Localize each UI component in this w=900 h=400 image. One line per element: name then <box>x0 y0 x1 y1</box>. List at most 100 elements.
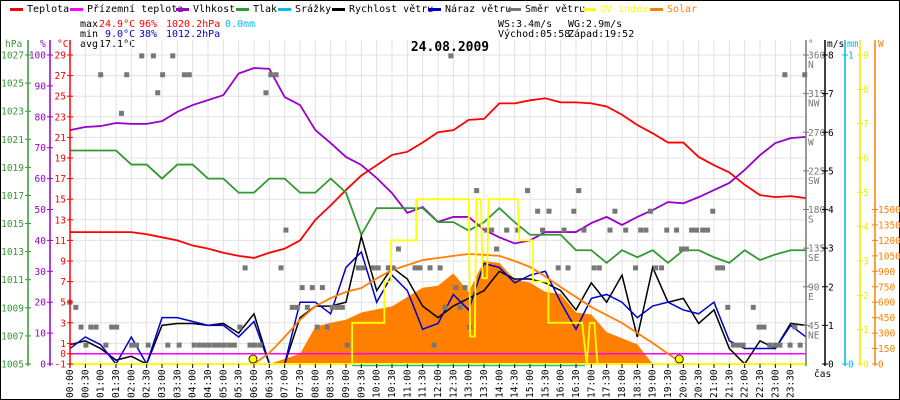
x-tick-label: 13:00 <box>464 369 475 398</box>
sunrise-marker-icon <box>248 354 258 364</box>
axis-tick-label-temp: -1 <box>55 360 67 371</box>
wind-direction-point <box>565 265 571 271</box>
stat-wind-gust: WG:2.9m/s <box>568 19 623 30</box>
wind-direction-point <box>540 227 546 233</box>
legend-label: Přízemní teplota <box>87 3 184 15</box>
wind-direction-point <box>700 227 706 233</box>
x-tick-label: 01:30 <box>111 369 122 398</box>
x-tick-label: 11:30 <box>418 369 429 398</box>
wind-direction-point <box>725 304 731 310</box>
axis-tick-label-ms: 8 <box>828 51 834 62</box>
wind-direction-point <box>139 53 145 59</box>
axis-tick-label-uv: 6 <box>863 154 869 165</box>
wind-direction-point <box>155 90 161 96</box>
axis-tick-label-mm: 0 <box>848 360 854 371</box>
legend-item-tlak: Tlak <box>236 4 277 15</box>
axis-tick-label-hpa: 1013 <box>1 247 24 258</box>
wind-direction-point <box>772 342 778 348</box>
x-tick-label: 08:30 <box>326 369 337 398</box>
wind-direction-point <box>720 265 726 271</box>
wind-direction-point <box>431 342 437 348</box>
axis-tick-label-w: 900 <box>878 267 895 278</box>
axis-tick-label-temp: 17 <box>55 174 66 185</box>
x-tick-label: 09:00 <box>341 369 352 398</box>
wind-direction-point <box>623 227 629 233</box>
wind-direction-point <box>612 208 618 214</box>
axis-tick-label-hpa: 1015 <box>1 219 24 230</box>
wind-direction-point <box>792 324 798 330</box>
wind-direction-point <box>211 342 217 348</box>
wind-direction-point <box>484 227 490 233</box>
axis-tick-label-ms: 7 <box>828 89 834 100</box>
legend-label: Teplota <box>27 3 70 15</box>
axis-tick-label-w: 1200 <box>878 236 900 247</box>
wind-direction-point <box>689 227 695 233</box>
x-tick-label: 18:00 <box>617 369 628 398</box>
axis-tick-label-uv: 4 <box>863 222 869 233</box>
wind-direction-point <box>710 208 716 214</box>
x-tick-label: 14:30 <box>510 369 521 398</box>
wind-direction-point <box>797 342 803 348</box>
wind-direction-point <box>88 324 94 330</box>
axis-tick-label-ms: 1 <box>828 321 834 332</box>
x-tick-label: 15:30 <box>540 369 551 398</box>
wind-direction-point <box>119 110 125 116</box>
wind-direction-point <box>165 342 171 348</box>
axis-tick-label-hpa: 1005 <box>1 360 24 371</box>
axis-tick-label-w: 600 <box>878 298 895 309</box>
wind-direction-point <box>242 265 248 271</box>
x-tick-label: 22:00 <box>740 369 751 398</box>
axis-tick-label-deg: 180 <box>808 205 825 216</box>
wind-direction-point <box>802 72 808 78</box>
axis-tick-label-w: 450 <box>878 313 895 324</box>
x-tick-label: 10:00 <box>372 369 383 398</box>
x-tick-label: 16:30 <box>571 369 582 398</box>
axis-tick-label-uv: 8 <box>863 85 869 96</box>
wind-direction-point <box>561 227 567 233</box>
x-tick-label: 04:00 <box>188 369 199 398</box>
series-solar-area <box>70 261 806 364</box>
legend-swatch <box>650 7 663 11</box>
series-n-raz-v-tru-line <box>69 250 807 366</box>
axis-tick-label-deg: 315 <box>808 89 825 100</box>
x-tick-label: 21:30 <box>724 369 735 398</box>
wind-direction-point <box>462 285 468 291</box>
wind-direction-point <box>216 342 222 348</box>
axis-tick-label-hpa: 1009 <box>1 303 24 314</box>
wind-direction-point <box>494 246 500 252</box>
wind-direction-point <box>263 90 269 96</box>
x-tick-label: 01:00 <box>96 369 107 398</box>
axis-tick-label-ms: 0 <box>828 360 834 371</box>
compass-direction-label: S <box>808 215 814 226</box>
wind-direction-point <box>576 188 582 194</box>
wind-direction-point <box>694 227 700 233</box>
axis-tick-label-temp: 1 <box>60 339 66 350</box>
axis-tick-label-uv: 9 <box>863 51 869 62</box>
legend-swatch <box>332 7 345 11</box>
axis-tick-label-hpa: 1011 <box>1 275 24 286</box>
axis-tick-label-pct: 10 <box>35 329 47 340</box>
wind-direction-point <box>201 342 207 348</box>
axis-tick-label-deg: 90 <box>808 282 820 293</box>
wind-direction-point <box>324 324 330 330</box>
wind-direction-point <box>129 342 135 348</box>
wind-direction-point <box>252 342 258 348</box>
wind-direction-point <box>176 342 182 348</box>
wind-direction-point <box>83 342 89 348</box>
wind-direction-point <box>334 304 340 310</box>
x-tick-label: 07:00 <box>280 369 291 398</box>
wind-direction-point <box>78 324 84 330</box>
axis-tick-label-temp: 19 <box>55 154 67 165</box>
wind-direction-point <box>231 342 237 348</box>
axis-tick-label-ms: 4 <box>828 205 834 216</box>
stat-avg-label: avg <box>80 39 99 50</box>
x-axis-label: čas <box>814 369 831 380</box>
x-tick-label: 05:00 <box>218 369 229 398</box>
wind-direction-point <box>730 342 736 348</box>
axis-tick-label-pct: 30 <box>35 267 47 278</box>
axis-unit-pct: % <box>40 39 46 50</box>
wind-direction-point <box>150 53 156 59</box>
wind-direction-point <box>390 265 396 271</box>
axis-tick-label-uv: 0 <box>863 360 869 371</box>
